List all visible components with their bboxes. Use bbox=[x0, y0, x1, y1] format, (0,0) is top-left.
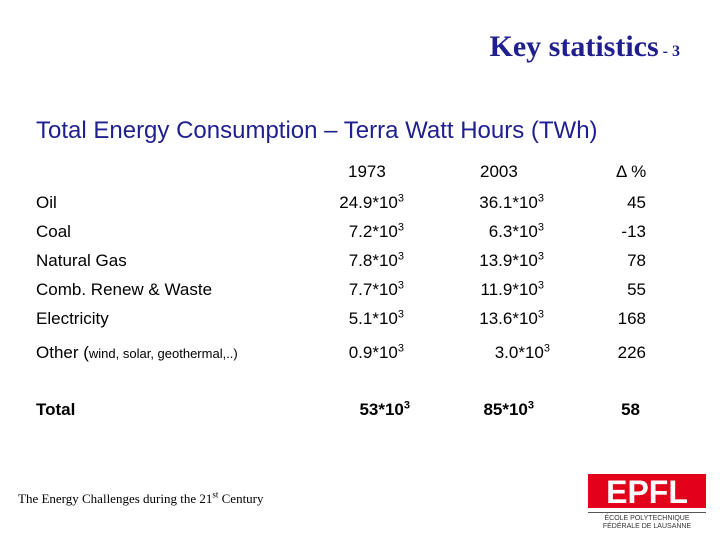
cell-oil-1973: 24.9*103 bbox=[339, 192, 404, 212]
row-label-other-note: wind, solar, geothermal,..) bbox=[88, 346, 238, 361]
slide-title-number: - 3 bbox=[662, 43, 680, 60]
row-label-other: Other (wind, solar, geothermal,..) bbox=[36, 343, 238, 362]
cell-natural-gas-delta: 78 bbox=[627, 251, 646, 270]
cell-other-2003: 3.0*103 bbox=[494, 342, 550, 362]
cell-comb-renew-2003: 11.9*103 bbox=[480, 279, 544, 299]
cell-other-delta: 226 bbox=[617, 343, 646, 362]
epfl-logo-line1: ÉCOLE POLYTECHNIQUE bbox=[604, 513, 689, 522]
slide-subtitle: Total Energy Consumption – Terra Watt Ho… bbox=[36, 117, 598, 144]
cell-natural-gas-2003: 13.9*103 bbox=[479, 250, 544, 270]
cell-coal-1973: 7.2*103 bbox=[348, 221, 404, 241]
cell-other-1973: 0.9*103 bbox=[348, 342, 404, 362]
cell-oil-2003: 36.1*103 bbox=[479, 192, 544, 212]
cell-total-2003: 85*103 bbox=[483, 399, 534, 419]
cell-total-delta: 58 bbox=[621, 400, 640, 419]
cell-electricity-2003: 13.6*103 bbox=[479, 308, 544, 328]
cell-electricity-delta: 168 bbox=[617, 309, 646, 328]
slide-title-text: Key statistics bbox=[489, 30, 659, 63]
row-label-natural-gas: Natural Gas bbox=[36, 251, 127, 270]
header-1973: 1973 bbox=[348, 162, 386, 181]
slide-footer: The Energy Challenges during the 21st Ce… bbox=[18, 489, 264, 506]
cell-total-1973: 53*103 bbox=[359, 399, 410, 419]
cell-comb-renew-delta: 55 bbox=[627, 280, 646, 299]
cell-natural-gas-1973: 7.8*103 bbox=[348, 250, 404, 270]
cell-comb-renew-1973: 7.7*103 bbox=[348, 279, 404, 299]
epfl-logo-letters: EPFL bbox=[606, 474, 688, 510]
epfl-logo-graphic: EPFL ÉCOLE POLYTECHNIQUE FÉDÉRALE DE LAU… bbox=[588, 474, 706, 530]
cell-oil-delta: 45 bbox=[627, 193, 646, 212]
row-label-comb-renew-waste: Comb. Renew & Waste bbox=[36, 280, 213, 299]
row-label-electricity: Electricity bbox=[36, 309, 109, 328]
row-label-oil: Oil bbox=[36, 193, 57, 212]
cell-coal-2003: 6.3*103 bbox=[488, 221, 544, 241]
epfl-logo-line2: FÉDÉRALE DE LAUSANNE bbox=[603, 521, 692, 530]
header-2003: 2003 bbox=[480, 162, 518, 181]
cell-coal-delta: -13 bbox=[621, 222, 646, 241]
header-delta: Δ % bbox=[616, 162, 647, 181]
row-label-total: Total bbox=[36, 400, 76, 419]
slide-title: Key statistics - 3 bbox=[490, 30, 680, 64]
cell-electricity-1973: 5.1*103 bbox=[348, 308, 404, 328]
epfl-logo: EPFL ÉCOLE POLYTECHNIQUE FÉDÉRALE DE LAU… bbox=[588, 472, 708, 530]
row-label-coal: Coal bbox=[36, 222, 71, 241]
